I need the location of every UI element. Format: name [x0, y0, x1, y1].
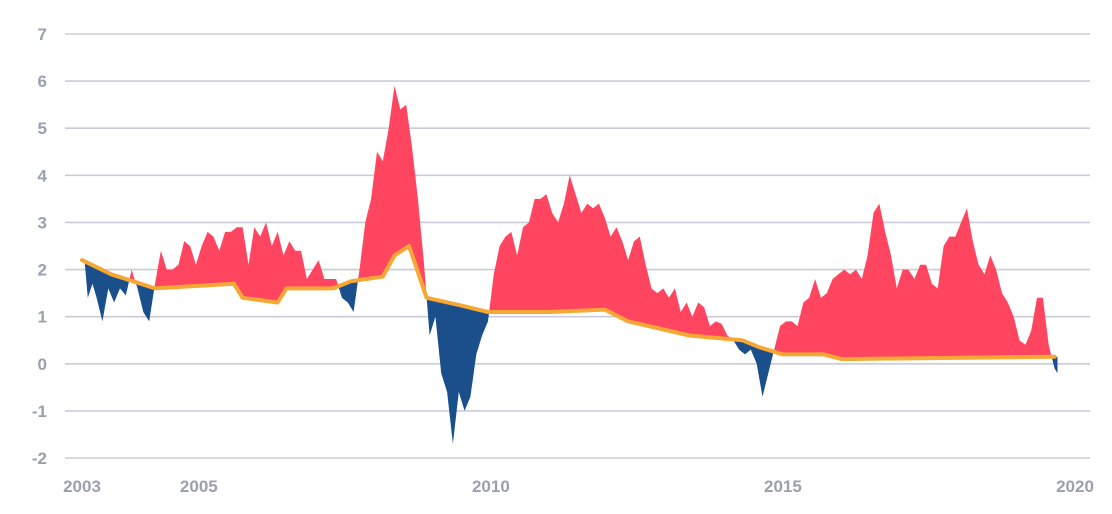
area-below-reference: [338, 280, 358, 312]
y-tick-label: 5: [38, 119, 47, 138]
x-tick-label: 2020: [1056, 477, 1094, 496]
y-tick-label: 4: [38, 166, 48, 185]
area-below-reference: [426, 293, 490, 444]
y-tick-label: 6: [38, 72, 47, 91]
reference-line: [80, 244, 1057, 362]
area-above-reference: [358, 85, 427, 294]
area-above-reference: [489, 175, 733, 340]
x-tick-label: 2010: [472, 477, 510, 496]
area-below-reference: [1051, 356, 1058, 374]
x-tick-label: 2015: [764, 477, 802, 496]
y-tick-label: 0: [38, 355, 47, 374]
x-tick-label: 2005: [180, 477, 218, 496]
y-tick-label: 7: [38, 25, 47, 44]
y-tick-label: 1: [38, 308, 47, 327]
y-tick-label: 2: [38, 261, 47, 280]
area-above-reference: [154, 222, 339, 303]
y-tick-label: -2: [32, 449, 47, 468]
y-tick-label: 3: [38, 213, 47, 232]
y-tick-label: -1: [32, 402, 47, 421]
x-tick-label: 2003: [63, 477, 101, 496]
x-axis-ticks: 2003 2005 2010 2015 2020: [63, 477, 1094, 496]
difference-areas: [84, 85, 1058, 444]
area-below-reference: [135, 282, 155, 322]
area-below-reference: [84, 261, 130, 322]
area-below-reference: [732, 339, 774, 397]
reference-series: [80, 244, 1057, 362]
area-above-reference: [773, 203, 1052, 359]
y-axis-ticks: 7 6 5 4 3 2 1 0 -1 -2: [32, 25, 48, 468]
